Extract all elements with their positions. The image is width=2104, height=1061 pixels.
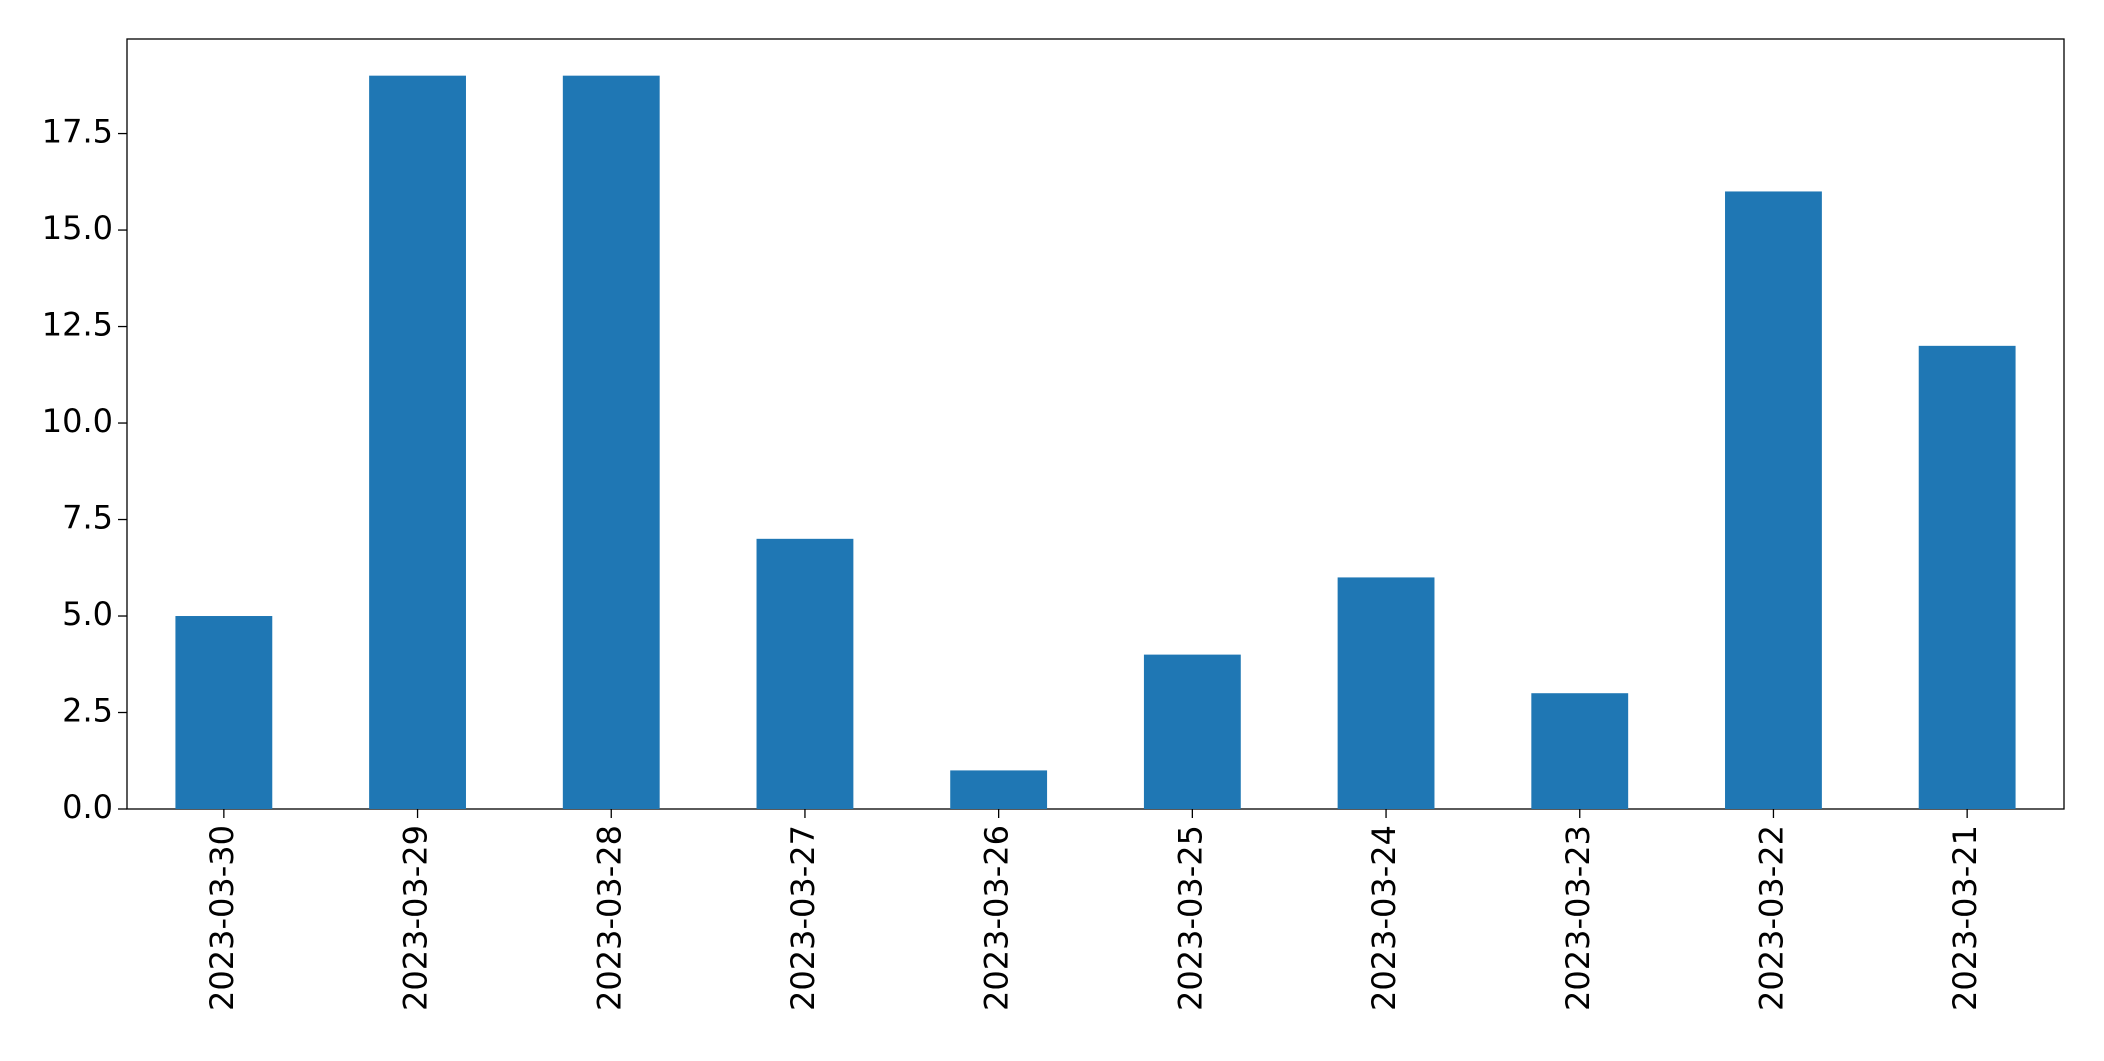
bar [1531,693,1629,809]
x-tick-label: 2023-03-29 [397,825,435,1011]
y-tick-label: 10.0 [42,402,113,440]
x-tick-label: 2023-03-28 [590,825,628,1011]
x-tick-label: 2023-03-24 [1365,825,1403,1011]
bar [1725,191,1822,809]
y-tick-label: 5.0 [62,595,113,633]
bar [756,538,854,809]
bar [1143,654,1241,809]
bar [369,75,466,809]
x-tick-label: 2023-03-23 [1559,825,1597,1011]
plot-frame [126,38,2065,810]
x-tick-label: 2023-03-21 [1946,825,1984,1011]
x-tick-label: 2023-03-22 [1752,825,1790,1011]
y-tick-label: 12.5 [42,306,113,344]
bar [1337,577,1435,809]
bar [562,75,660,809]
x-tick-label: 2023-03-25 [1171,825,1209,1011]
y-tick-label: 7.5 [62,499,113,537]
y-tick-label: 0.0 [62,788,113,826]
x-tick-label: 2023-03-27 [784,825,822,1011]
y-tick-label: 17.5 [42,113,113,151]
x-tick-label: 2023-03-30 [203,825,241,1011]
bar [1918,345,2016,809]
x-tick-label: 2023-03-26 [978,825,1016,1011]
y-tick-label: 2.5 [62,692,113,730]
bar [950,770,1048,809]
bar [175,616,273,809]
y-tick-label: 15.0 [42,209,113,247]
